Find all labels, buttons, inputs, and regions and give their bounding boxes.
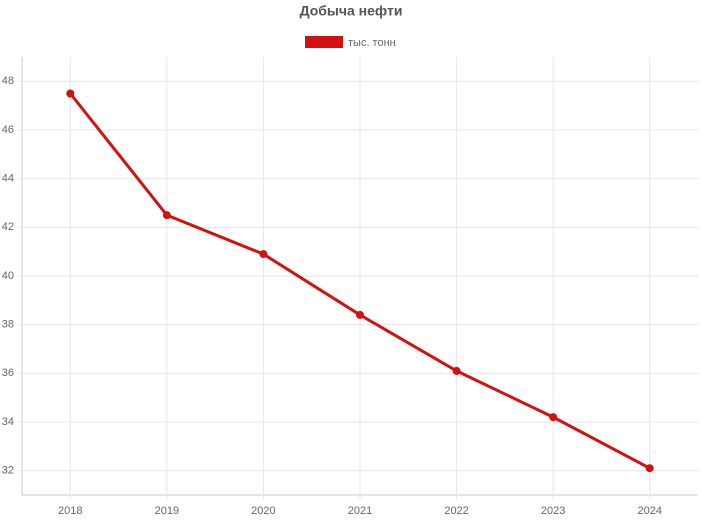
x-tick-label: 2021 <box>348 505 372 517</box>
x-tick-label: 2020 <box>251 505 275 517</box>
y-tick-label: 48 <box>2 75 14 87</box>
y-tick-label: 42 <box>2 221 14 233</box>
y-tick-label: 40 <box>2 270 14 282</box>
point <box>66 89 75 98</box>
point <box>162 211 171 220</box>
chart-title: Добыча нефти <box>300 3 403 19</box>
y-tick-label: 34 <box>2 416 14 428</box>
point <box>549 413 558 422</box>
y-tick-label: 46 <box>2 124 14 136</box>
x-tick-label: 2022 <box>444 505 468 517</box>
point <box>259 250 268 259</box>
y-tick-label: 36 <box>2 367 14 379</box>
x-tick-label: 2018 <box>58 505 82 517</box>
point <box>452 366 461 375</box>
x-tick-label: 2019 <box>155 505 179 517</box>
point <box>645 464 654 473</box>
y-tick-label: 44 <box>2 173 14 185</box>
x-tick-label: 2023 <box>541 505 565 517</box>
y-tick-label: 32 <box>2 465 14 477</box>
y-tick-label: 38 <box>2 319 14 331</box>
legend-label: тыс. тонн <box>348 37 396 49</box>
legend-swatch <box>305 36 343 48</box>
x-tick-label: 2024 <box>637 505 661 517</box>
point <box>356 310 364 319</box>
